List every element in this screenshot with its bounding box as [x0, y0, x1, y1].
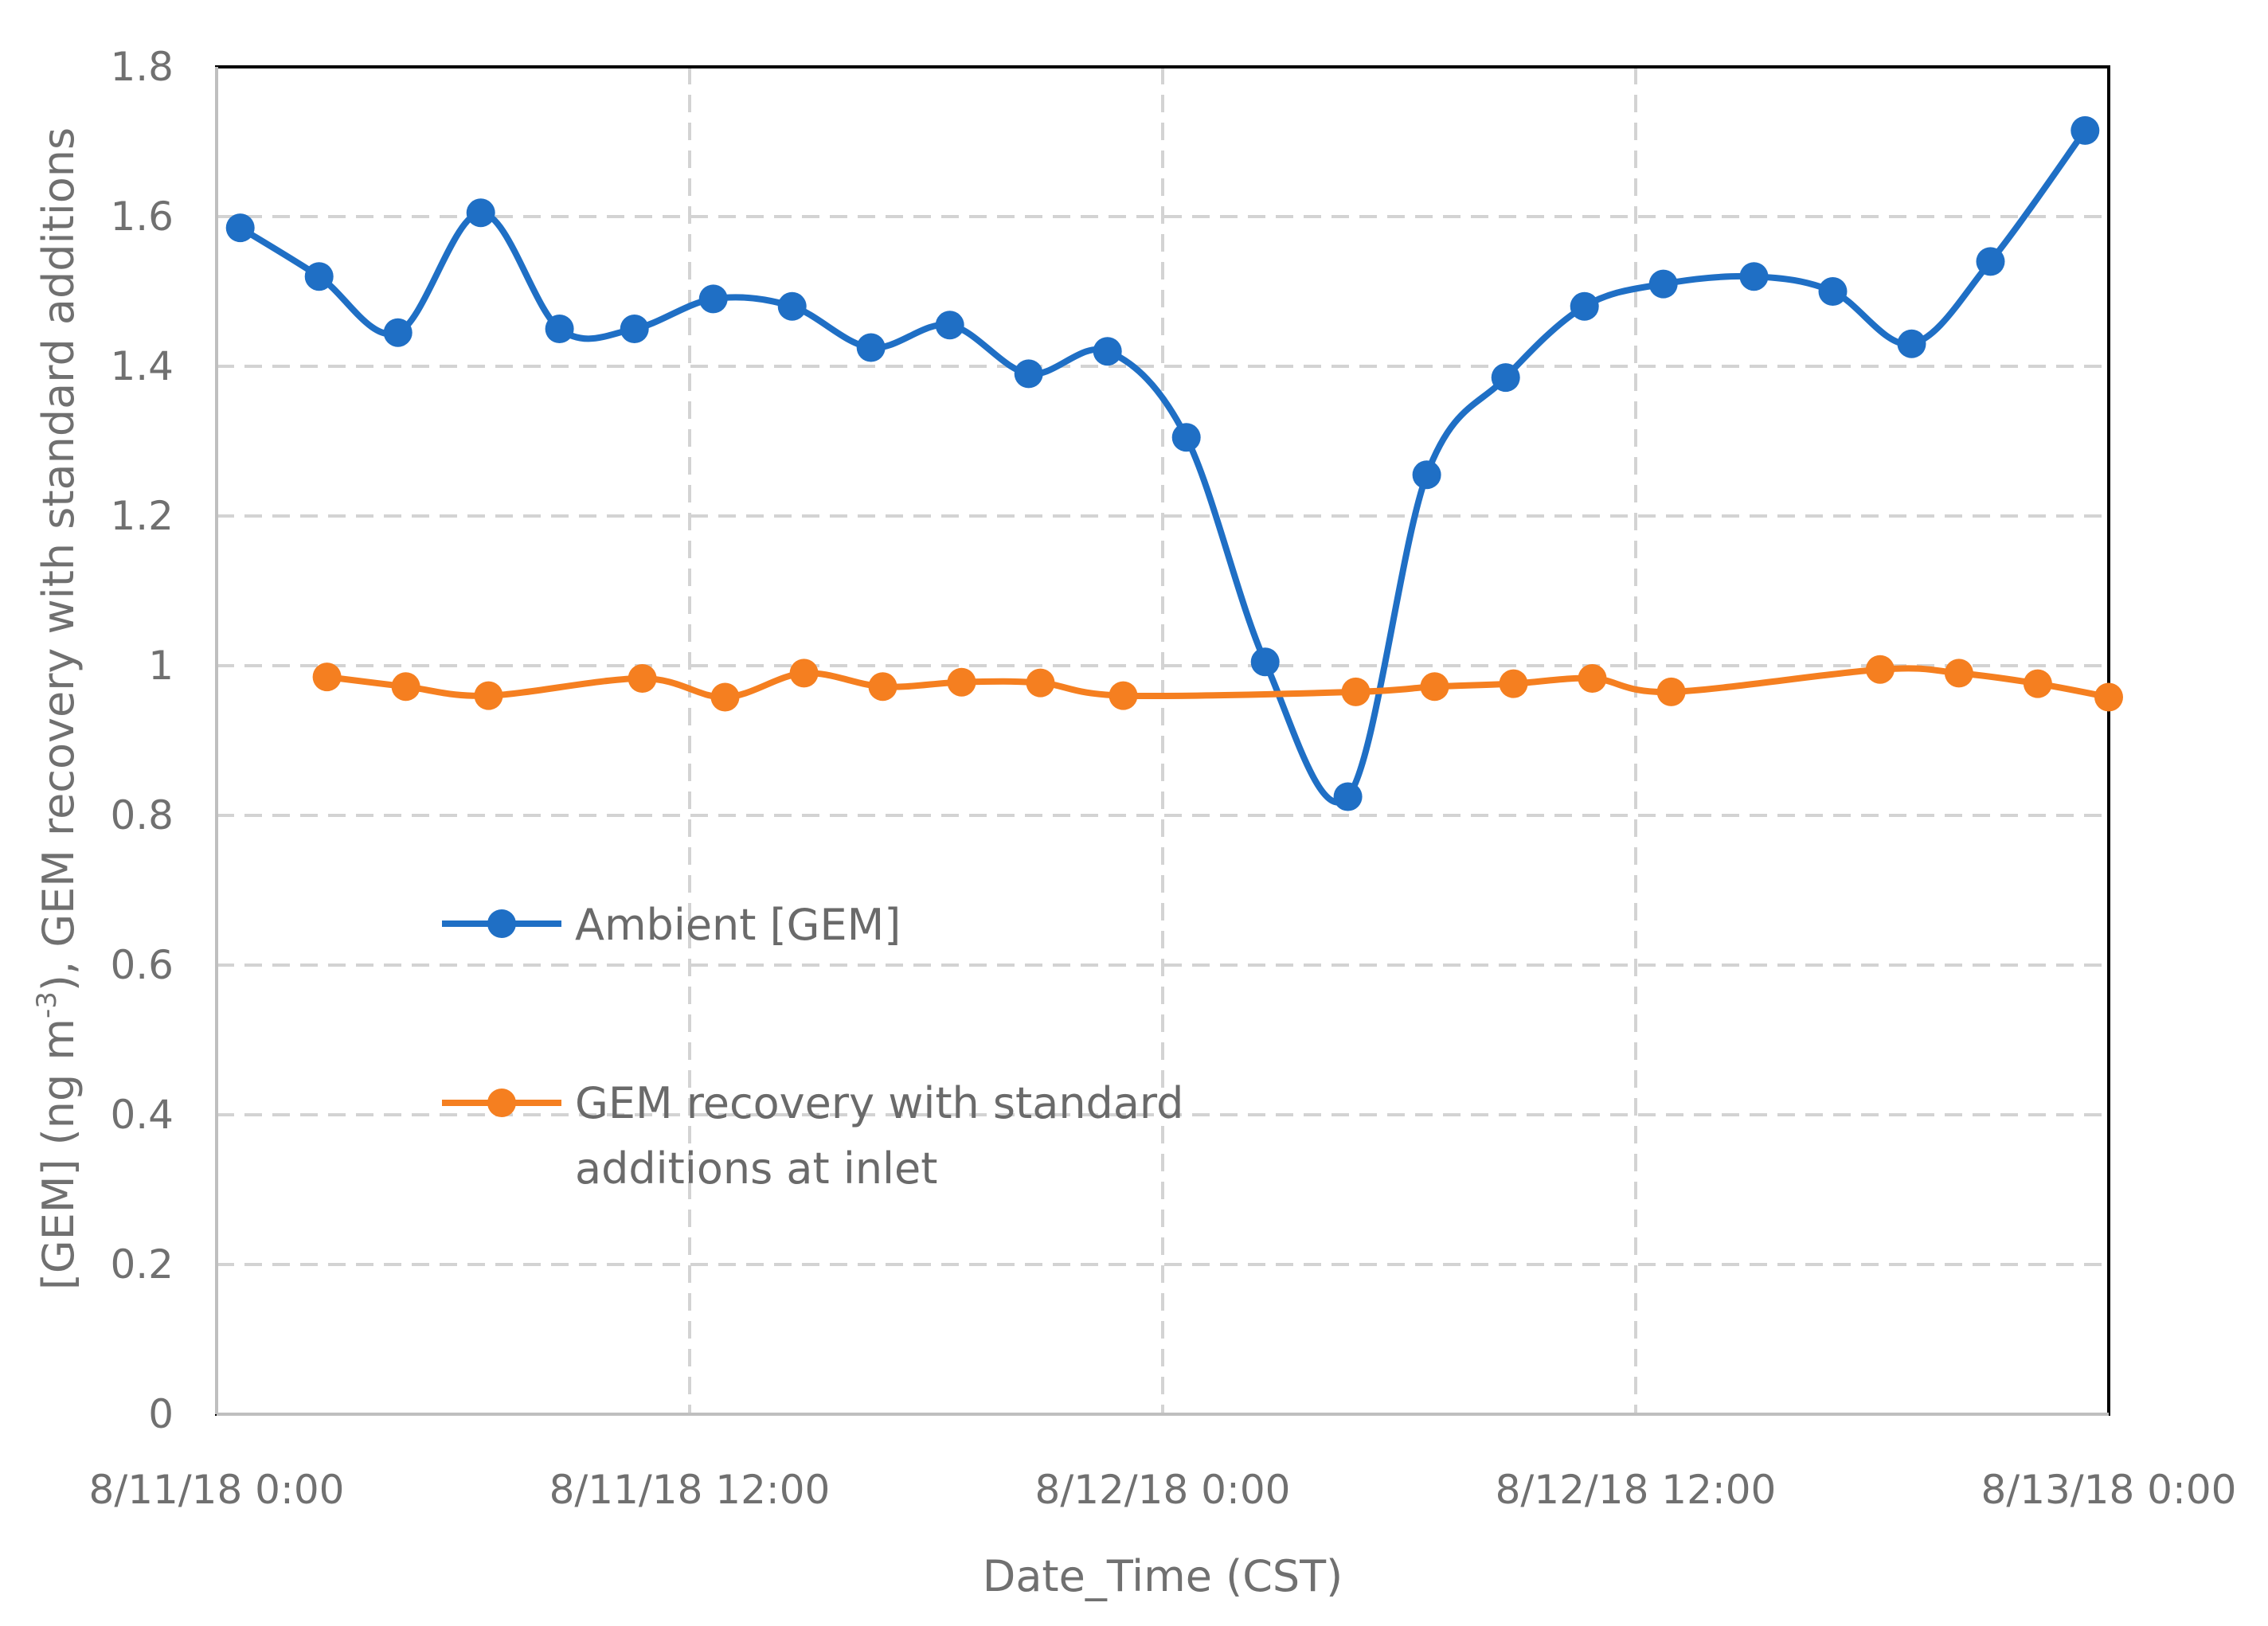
data-point-gem-recovery	[1341, 677, 1371, 706]
y-tick-label: 1.4	[110, 343, 174, 389]
legend: Ambient [GEM] GEM recovery with standard…	[442, 900, 1183, 1194]
data-point-gem-recovery	[947, 667, 976, 697]
data-point-gem-recovery	[2094, 682, 2123, 712]
y-tick-label: 0.4	[110, 1092, 174, 1138]
y-tick-label: 0.8	[110, 792, 174, 838]
series-gem-recovery	[312, 655, 2123, 712]
data-point-gem-recovery	[1499, 669, 1528, 698]
data-point-ambient-gem	[1897, 329, 1926, 358]
data-point-ambient-gem	[1976, 247, 2005, 276]
data-point-gem-recovery	[868, 672, 897, 702]
data-point-ambient-gem	[777, 291, 807, 321]
data-point-gem-recovery	[1420, 672, 1449, 702]
y-tick-label: 1.8	[110, 44, 174, 90]
legend-entry-ambient: Ambient [GEM]	[442, 900, 901, 950]
data-point-gem-recovery	[628, 664, 657, 693]
x-tick-label: 8/11/18 12:00	[549, 1467, 831, 1513]
data-point-ambient-gem	[1491, 363, 1520, 393]
data-point-ambient-gem	[225, 213, 255, 243]
y-axis-title-suffix: ), GEM recovery with standard additions	[33, 127, 84, 991]
x-axis-title: Date_Time (CST)	[983, 1551, 1343, 1601]
data-point-gem-recovery	[1656, 677, 1686, 706]
data-point-gem-recovery	[710, 682, 740, 712]
x-tick-label: 8/13/18 0:00	[1981, 1467, 2237, 1513]
data-point-ambient-gem	[1412, 460, 1441, 490]
y-tick-label: 0.2	[110, 1241, 174, 1288]
data-point-ambient-gem	[383, 318, 413, 347]
y-tick-label: 1	[148, 643, 174, 689]
legend-label-recovery-line1: GEM recovery with standard	[575, 1078, 1183, 1128]
y-axis-title-part: [GEM] (ng m	[33, 1018, 84, 1290]
series-layer	[225, 115, 2123, 811]
y-axis-title: [GEM] (ng m-3), GEM recovery with standa…	[31, 127, 84, 1290]
y-tick-label: 1.2	[110, 493, 174, 539]
data-point-ambient-gem	[1818, 277, 1848, 306]
data-point-ambient-gem	[1739, 262, 1769, 291]
series-ambient-gem	[225, 115, 2100, 811]
y-tick-label: 1.6	[110, 193, 174, 240]
data-point-ambient-gem	[1570, 291, 1599, 321]
data-point-gem-recovery	[1578, 664, 1607, 693]
data-point-gem-recovery	[789, 659, 819, 688]
data-point-gem-recovery	[2023, 669, 2052, 698]
legend-marker-ambient	[487, 909, 516, 938]
data-point-gem-recovery	[474, 681, 503, 710]
data-point-gem-recovery	[1026, 668, 1055, 698]
tick-labels: 0 0.2 0.4 0.6 0.8 1 1.2 1.4 1.6 1.8 8/11/18 0:00 8/…	[89, 44, 2237, 1513]
legend-label-recovery-line2: additions at inlet	[575, 1143, 937, 1194]
data-point-ambient-gem	[466, 198, 495, 228]
data-point-ambient-gem	[1093, 337, 1122, 366]
data-point-ambient-gem	[935, 311, 964, 340]
data-point-ambient-gem	[545, 315, 574, 343]
legend-marker-recovery	[487, 1089, 516, 1117]
y-tick-label: 0	[148, 1391, 174, 1437]
x-tick-label: 8/12/18 12:00	[1496, 1467, 1777, 1513]
data-point-ambient-gem	[2071, 115, 2100, 145]
legend-label-ambient: Ambient [GEM]	[575, 900, 901, 950]
data-point-ambient-gem	[1333, 782, 1363, 811]
data-point-ambient-gem	[620, 315, 649, 343]
x-tick-label: 8/11/18 0:00	[89, 1467, 345, 1513]
y-axis-title-superscript: -3	[31, 991, 63, 1018]
data-point-gem-recovery	[1109, 681, 1138, 710]
data-point-gem-recovery	[1944, 659, 1973, 688]
data-point-gem-recovery	[1865, 655, 1895, 684]
data-point-ambient-gem	[1171, 423, 1201, 452]
data-point-ambient-gem	[1014, 359, 1043, 389]
data-point-ambient-gem	[856, 333, 886, 362]
x-tick-label: 8/12/18 0:00	[1035, 1467, 1291, 1513]
series-line-gem-recovery	[327, 665, 2110, 701]
y-tick-label: 0.6	[110, 942, 174, 988]
data-point-ambient-gem	[1250, 647, 1280, 677]
gridlines	[217, 67, 2109, 1414]
data-point-ambient-gem	[304, 262, 334, 291]
data-point-ambient-gem	[1648, 269, 1678, 299]
data-point-ambient-gem	[698, 284, 728, 314]
data-point-gem-recovery	[312, 663, 342, 692]
legend-entry-recovery: GEM recovery with standard additions at …	[442, 1078, 1183, 1194]
data-point-gem-recovery	[391, 672, 420, 702]
